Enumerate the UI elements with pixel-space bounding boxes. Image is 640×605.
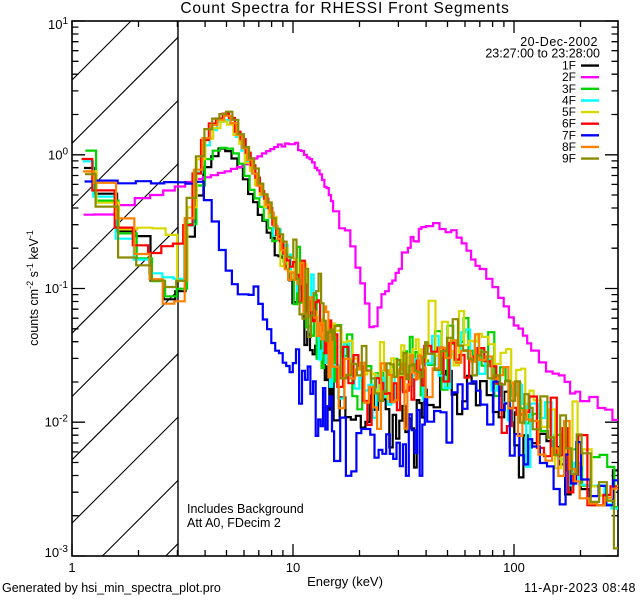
svg-text:counts cm-2 s-1 keV-1: counts cm-2 s-1 keV-1	[25, 230, 41, 346]
svg-text:9F: 9F	[562, 152, 576, 166]
svg-text:Energy (keV): Energy (keV)	[307, 574, 383, 589]
svg-text:10: 10	[286, 560, 300, 575]
svg-text:Generated by hsi_min_spectra_p: Generated by hsi_min_spectra_plot.pro	[2, 581, 221, 595]
svg-text:11-Apr-2023 08:48: 11-Apr-2023 08:48	[524, 581, 636, 595]
svg-text:100: 100	[503, 560, 525, 575]
svg-text:7F: 7F	[562, 128, 576, 142]
svg-text:1F: 1F	[562, 59, 576, 73]
svg-text:Includes Background: Includes Background	[187, 502, 304, 516]
svg-text:2F: 2F	[562, 70, 576, 84]
svg-text:3F: 3F	[562, 82, 576, 96]
svg-text:23:27:00 to 23:28:00: 23:27:00 to 23:28:00	[485, 47, 600, 61]
svg-text:5F: 5F	[562, 105, 576, 119]
svg-text:Count Spectra for RHESSI Front: Count Spectra for RHESSI Front Segments	[180, 0, 509, 17]
svg-text:1: 1	[68, 560, 75, 575]
svg-text:Att A0, FDecim 2: Att A0, FDecim 2	[187, 516, 281, 530]
svg-text:20-Dec-2002: 20-Dec-2002	[520, 35, 598, 49]
svg-text:4F: 4F	[562, 94, 576, 108]
svg-text:6F: 6F	[562, 117, 576, 131]
svg-text:8F: 8F	[562, 140, 576, 154]
